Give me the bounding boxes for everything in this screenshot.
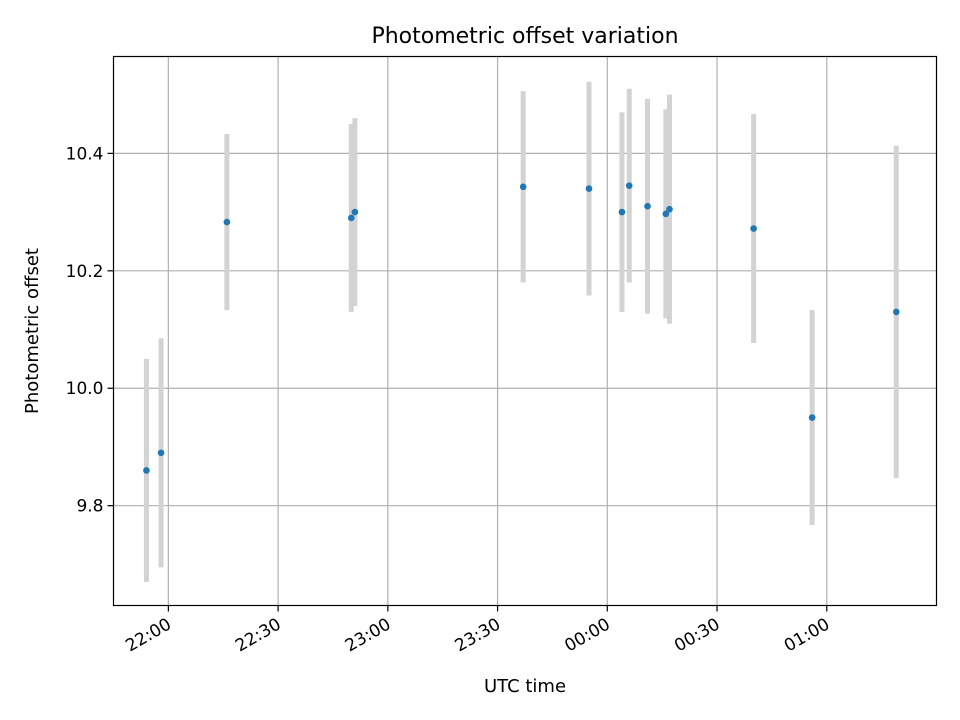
data-point bbox=[808, 414, 816, 421]
data-point bbox=[143, 467, 150, 474]
grid bbox=[113, 56, 937, 606]
x-tick-label: 01:00 bbox=[781, 615, 833, 657]
y-tick-label: 10.2 bbox=[66, 262, 104, 282]
x-tick-label: 00:30 bbox=[671, 615, 723, 657]
x-tick-label: 22:00 bbox=[122, 615, 174, 657]
data-point bbox=[625, 182, 633, 189]
x-tick-label: 00:00 bbox=[561, 615, 613, 657]
plot-frame bbox=[112, 55, 938, 607]
x-axis-ticks: 22:00 22:30 23:00 23:30 00:00 00:30 01:00 bbox=[122, 605, 833, 657]
data-point bbox=[351, 208, 359, 216]
y-axis-ticks: 9.8 10.0 10.2 10.4 bbox=[66, 144, 114, 517]
data-point bbox=[223, 218, 231, 226]
data-point bbox=[347, 214, 355, 222]
y-tick-label: 10.4 bbox=[66, 144, 104, 164]
data-points bbox=[143, 182, 900, 474]
data-point bbox=[892, 308, 900, 316]
y-axis-label: Photometric offset bbox=[22, 248, 43, 414]
errorbars bbox=[143, 81, 899, 583]
x-tick-label: 22:30 bbox=[232, 615, 284, 657]
data-point bbox=[585, 185, 593, 192]
x-tick-label: 23:30 bbox=[452, 615, 504, 657]
data-point bbox=[519, 183, 527, 191]
x-tick-label: 23:00 bbox=[342, 615, 394, 657]
chart-title: Photometric offset variation bbox=[371, 24, 678, 49]
data-point bbox=[644, 202, 651, 210]
data-point bbox=[618, 208, 626, 216]
y-tick-label: 9.8 bbox=[76, 497, 103, 517]
x-axis-label: UTC time bbox=[484, 676, 566, 697]
data-point bbox=[666, 205, 673, 213]
data-point bbox=[750, 225, 757, 232]
y-tick-label: 10.0 bbox=[66, 379, 104, 399]
data-point bbox=[662, 210, 670, 218]
data-point bbox=[157, 449, 165, 457]
